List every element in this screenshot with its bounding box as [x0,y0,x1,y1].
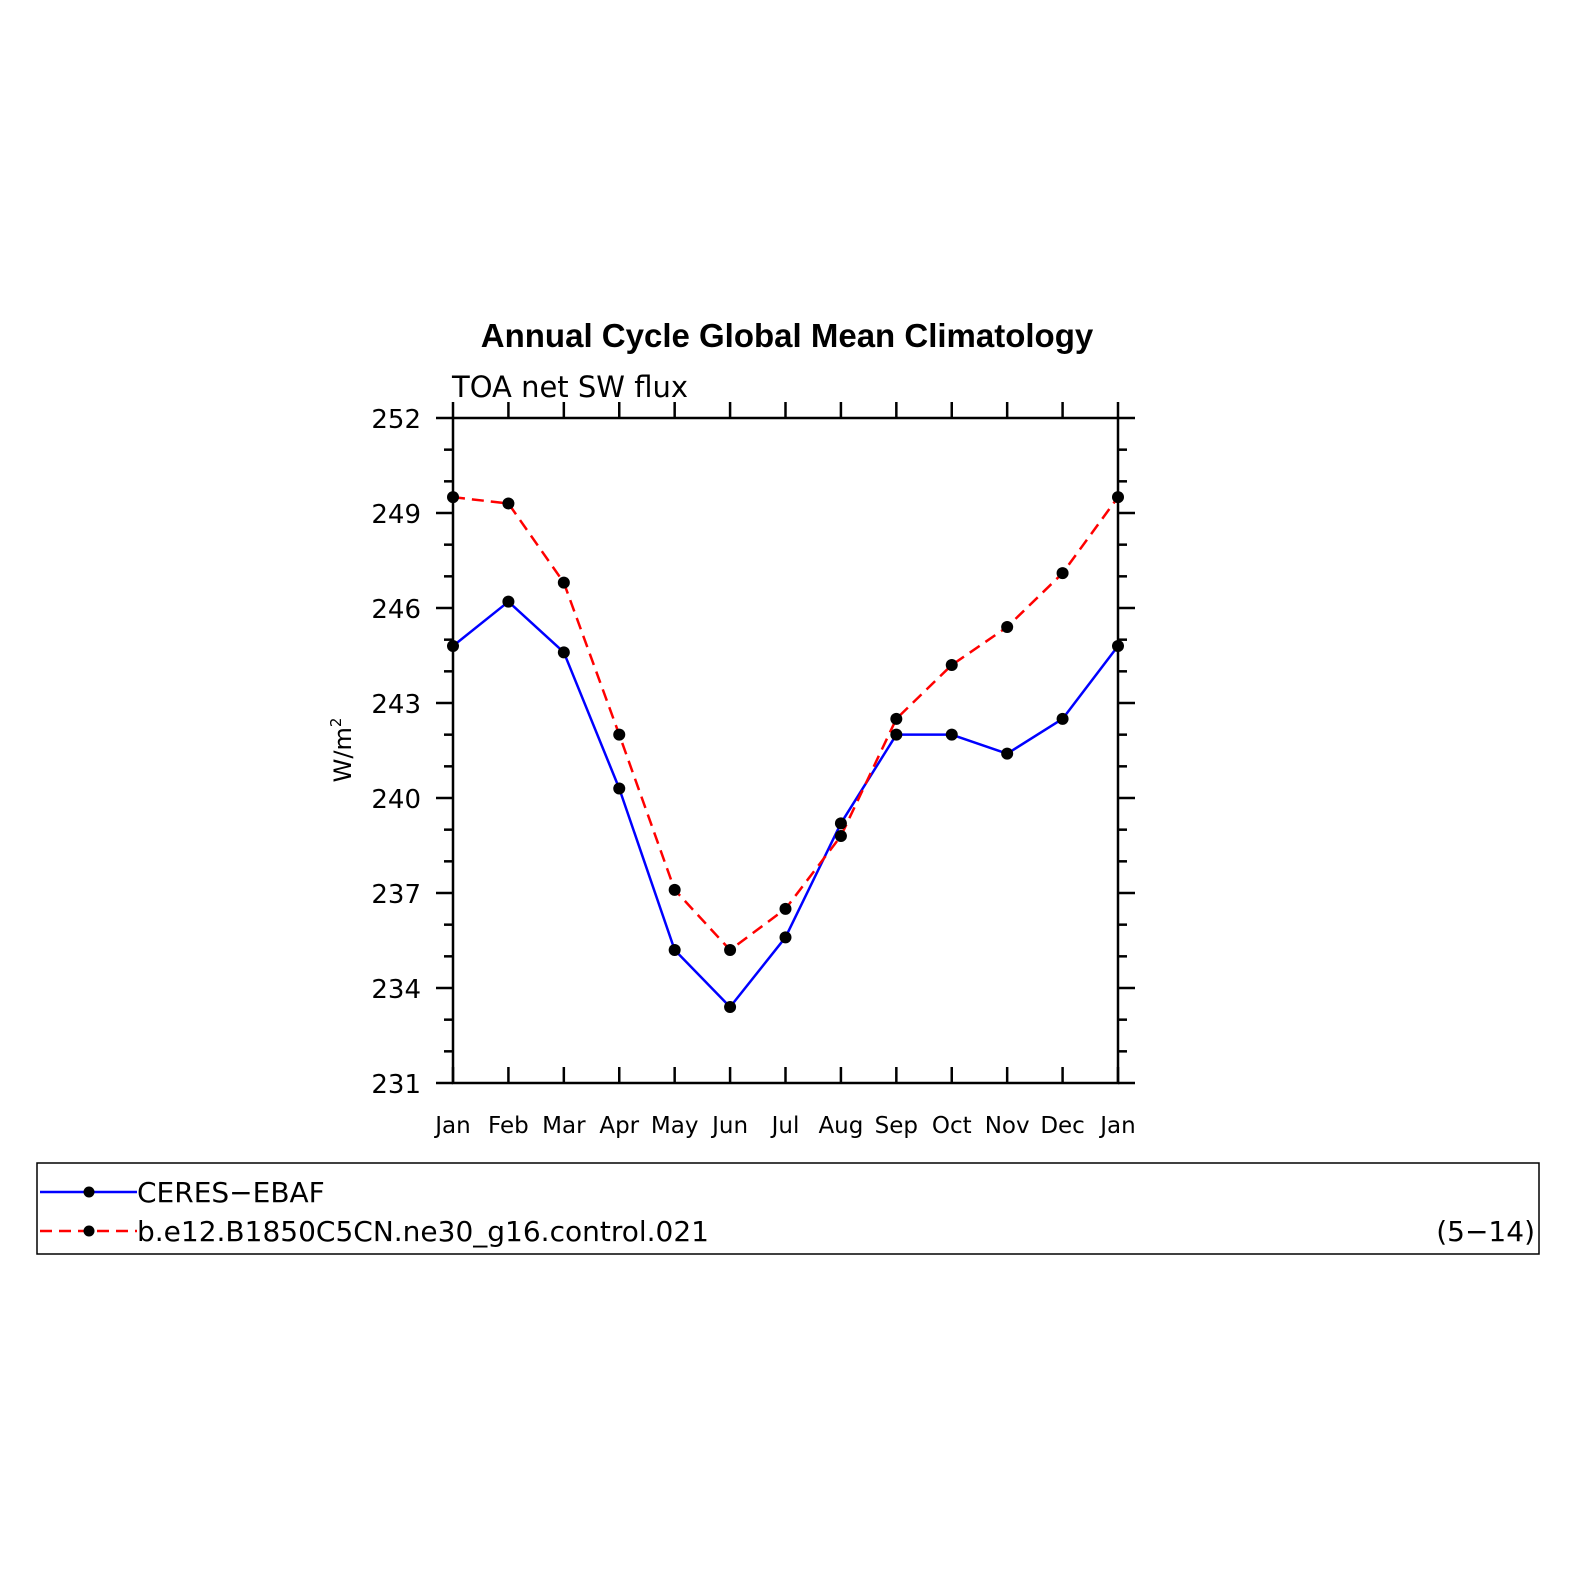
series-1-point [890,712,903,725]
series-0-point [613,782,626,795]
y-axis-label-superscript: 2 [327,718,345,728]
series-0-point [724,1001,737,1013]
x-tick-label: Apr [599,1113,639,1139]
legend-marker-ceres [83,1186,95,1198]
x-tick-label: Dec [1040,1113,1085,1139]
series-1-point [779,902,792,915]
x-tick-label: Jun [710,1113,748,1139]
x-tick-label: Nov [985,1113,1030,1139]
series-1-point [834,830,847,842]
series-line-0 [452,600,1119,1009]
y-tick-label: 231 [371,1070,421,1100]
y-tick-label: 252 [371,405,421,435]
series-1-point [447,491,459,504]
chart-subtitle: TOA net SW flux [451,370,688,404]
series-0-point [1056,712,1069,725]
y-tick-label: 243 [371,690,421,720]
markers-layer [447,491,1124,1013]
chart-title: Annual Cycle Global Mean Climatology [481,317,1094,354]
legend: CERES−EBAF b.e12.B1850C5CN.ne30_g16.cont… [36,1162,1540,1255]
legend-box [36,1162,1540,1255]
x-tick-label: Jan [1098,1113,1135,1139]
series-1-point [613,728,626,741]
series-0-point [557,646,570,659]
x-tick-label: Oct [932,1113,972,1139]
x-tick-label: Jan [433,1113,470,1139]
y-tick-label: 237 [371,880,421,910]
y-tick-label: 246 [371,595,421,625]
x-tick-label: Sep [875,1113,918,1139]
series-1-point [668,883,681,896]
y-tick-label: 249 [371,500,421,530]
legend-note: (5−14) [1436,1215,1535,1248]
series-1-point [557,576,570,589]
series-line-1 [452,495,1120,952]
series-0-point [945,728,958,741]
series-0-point [890,728,903,741]
series-1-point [502,497,515,510]
plot-frame [451,416,1120,1085]
series-0-point [447,640,459,652]
series-1-point [1001,621,1014,633]
series-0-point [668,944,681,956]
legend-marker-model [83,1225,95,1237]
series-0-point [1001,747,1014,760]
series-1-point [1056,567,1069,580]
axes-layer: 231 234 237 240 243 246 249 252 Jan Feb Mar Apr May J… [371,402,1136,1139]
x-tick-label: Feb [488,1113,529,1139]
y-tick-label: 240 [371,785,421,815]
series-0-point [779,931,792,944]
x-tick-label: Mar [542,1113,586,1139]
series-1-point [724,944,737,956]
series-0-point [502,595,515,608]
x-tick-label: Jul [770,1113,800,1139]
series-0-point [834,817,847,830]
x-tick-label: May [651,1113,699,1139]
legend-label-ceres: CERES−EBAF [137,1176,325,1209]
legend-label-model: b.e12.B1850C5CN.ne30_g16.control.021 [137,1215,709,1248]
x-tick-label: Aug [818,1113,863,1139]
series-0-point [1112,640,1124,652]
series-1-point [1112,491,1124,504]
series-layer [452,495,1120,1009]
series-1-point [945,659,958,671]
y-axis-label-main: W/m [329,727,357,782]
y-tick-label: 234 [371,975,421,1005]
y-axis-label: W/m2 [327,718,357,783]
